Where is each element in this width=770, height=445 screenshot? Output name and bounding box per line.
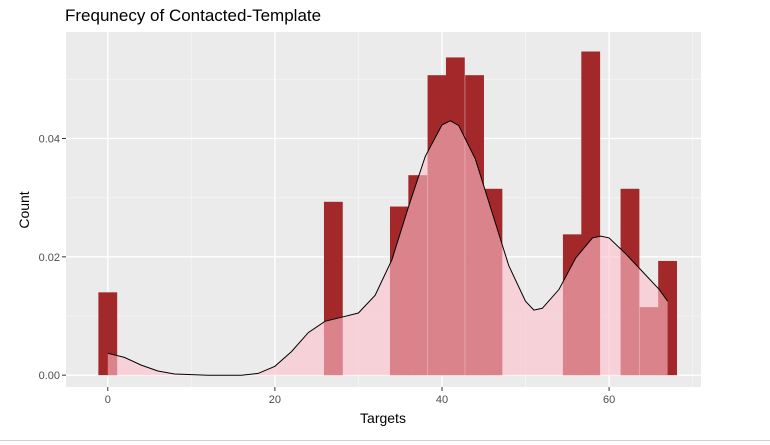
y-axis-title: Count [16,191,32,228]
bottom-divider [0,440,770,441]
x-axis-title: Targets [360,410,406,426]
y-axis-ticks: 0.00 0.02 0.04 [39,134,66,382]
density-curve [107,120,669,376]
chart-title: Frequnecy of Contacted-Template [65,6,321,25]
y-tick-label: 0.00 [39,370,60,382]
x-axis-ticks: 0 20 40 60 [105,387,615,406]
density-line [107,120,669,376]
y-tick-label: 0.02 [39,252,60,264]
x-tick-label: 20 [269,394,281,406]
x-tick-label: 40 [436,394,448,406]
x-tick-label: 0 [105,394,111,406]
y-tick-label: 0.04 [39,134,60,146]
x-tick-label: 60 [603,394,615,406]
density-area [107,120,668,376]
